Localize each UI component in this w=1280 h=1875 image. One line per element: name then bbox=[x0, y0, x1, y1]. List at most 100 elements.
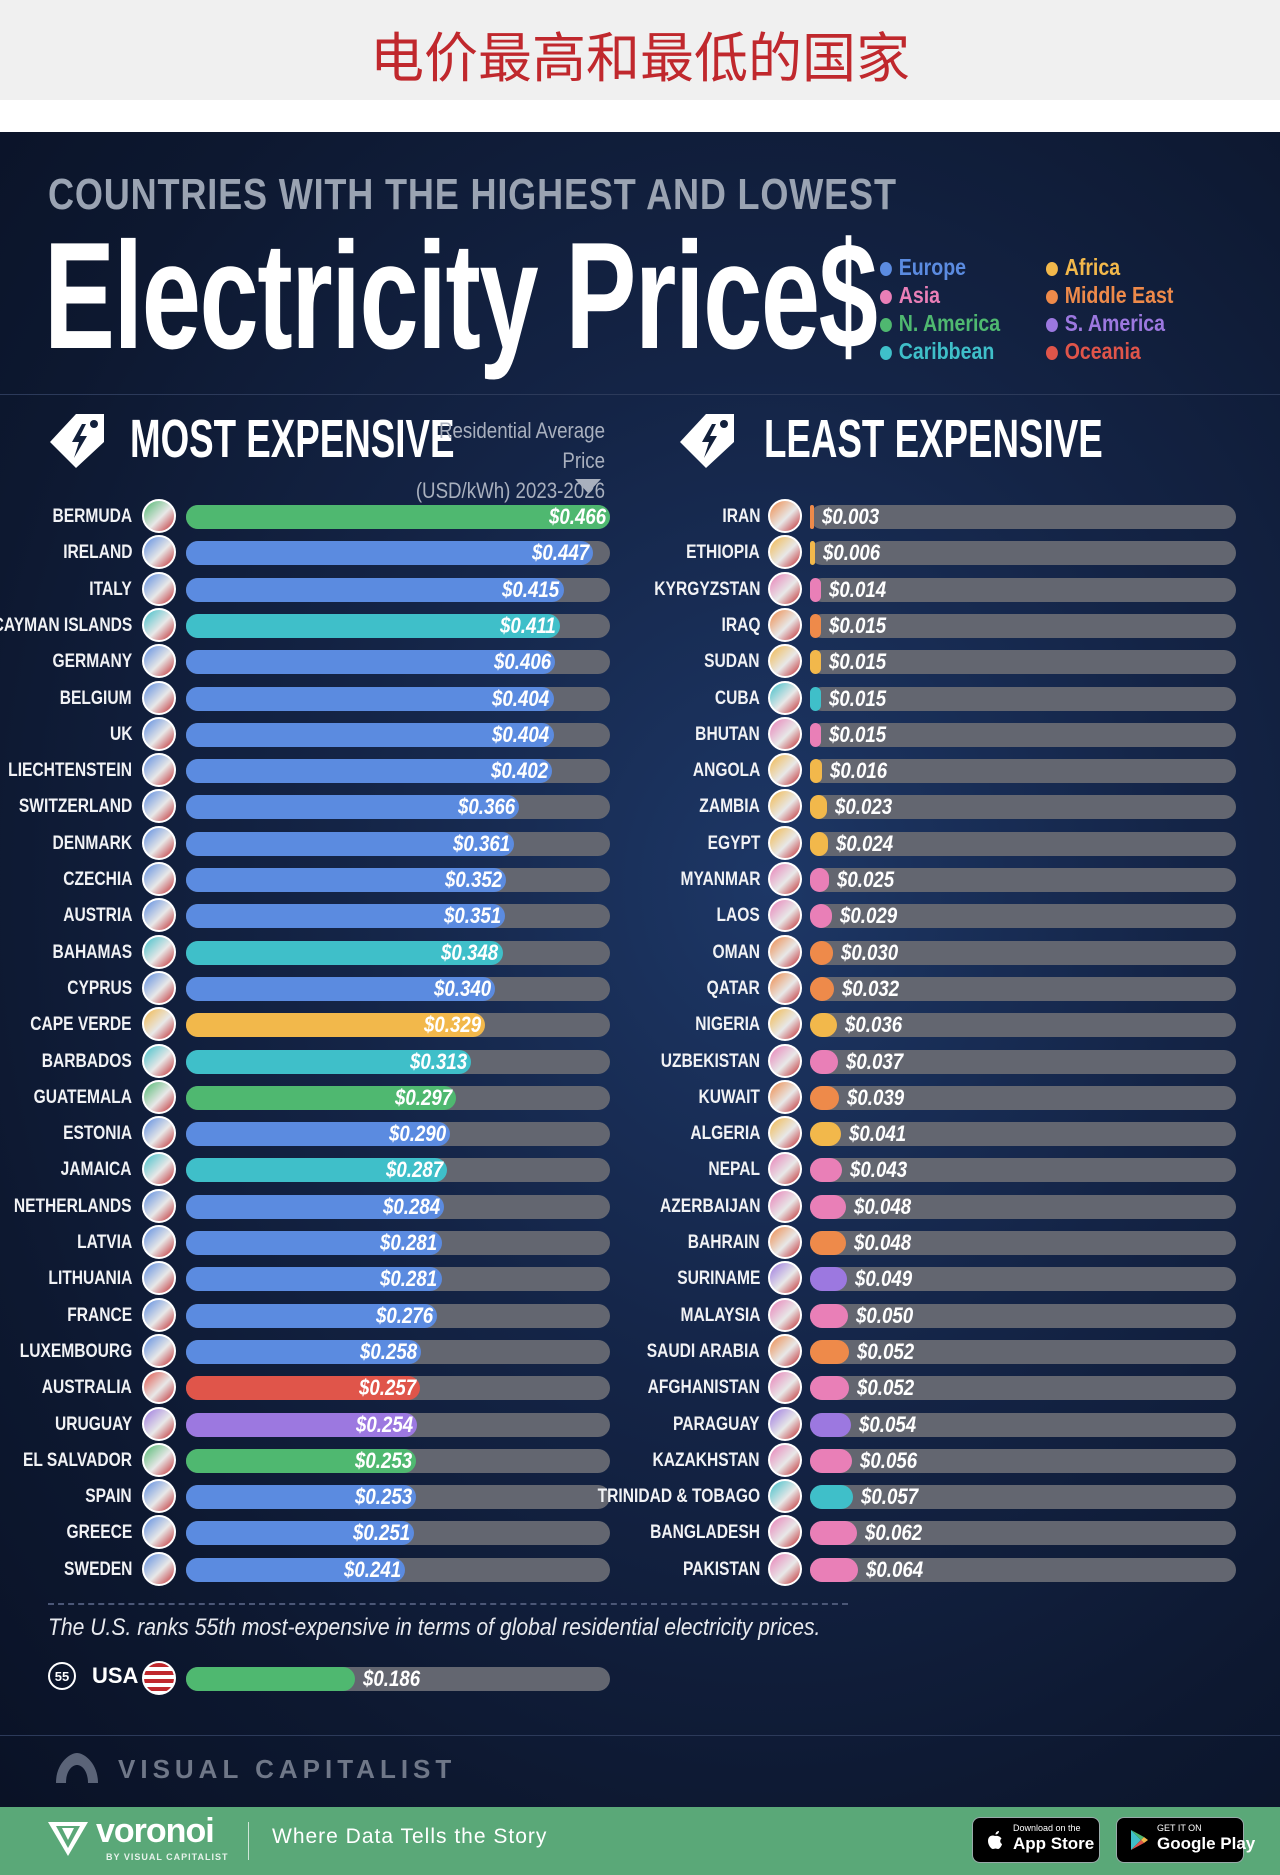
country-label: LITHUANIA bbox=[48, 1268, 132, 1290]
bar bbox=[186, 577, 564, 602]
legend-label: Caribbean bbox=[898, 338, 995, 364]
value-label: $0.015 bbox=[829, 685, 887, 711]
flag-icon bbox=[768, 753, 802, 788]
flag-icon bbox=[768, 644, 802, 679]
country-label: URUGUAY bbox=[54, 1413, 132, 1435]
voronoi-subtitle: BY VISUAL CAPITALIST bbox=[106, 1852, 229, 1862]
bar-row: LATVIA $0.281 bbox=[0, 1225, 1280, 1259]
google-play-icon bbox=[1131, 1830, 1148, 1850]
flag-icon bbox=[768, 1333, 802, 1368]
usa-flag-icon bbox=[142, 1661, 176, 1695]
top-banner: 电价最高和最低的国家 bbox=[0, 0, 1280, 100]
bar-track bbox=[186, 505, 610, 529]
bar-track bbox=[810, 613, 1236, 638]
bar-track bbox=[810, 577, 1236, 602]
flag-icon bbox=[142, 571, 176, 606]
bar-track bbox=[810, 831, 1236, 856]
bar bbox=[186, 1085, 457, 1110]
bar-track bbox=[810, 541, 1236, 566]
country-label: OMAN bbox=[712, 941, 760, 963]
value-label: $0.049 bbox=[854, 1266, 912, 1292]
value-label: $0.052 bbox=[857, 1338, 915, 1364]
legend-item: Africa bbox=[1046, 254, 1120, 281]
bar-row: QATAR $0.032 bbox=[0, 970, 1280, 1005]
flag-icon bbox=[768, 571, 802, 606]
bar bbox=[186, 541, 593, 566]
bar-track bbox=[186, 1013, 610, 1038]
country-label: UZBEKISTAN bbox=[660, 1050, 760, 1072]
country-label: FRANCE bbox=[67, 1304, 132, 1326]
flag-icon bbox=[768, 1370, 802, 1405]
footer-separator bbox=[248, 1822, 249, 1860]
value-label: $0.050 bbox=[855, 1302, 913, 1328]
flag-icon bbox=[768, 1079, 802, 1114]
value-label: $0.276 bbox=[375, 1302, 434, 1328]
flag-icon bbox=[142, 535, 176, 570]
country-label: LATVIA bbox=[76, 1232, 132, 1253]
legend-item: Asia bbox=[880, 282, 940, 309]
country-label: PARAGUAY bbox=[673, 1413, 760, 1435]
country-label: GERMANY bbox=[52, 651, 132, 673]
bar-row: ANGOLA $0.016 bbox=[0, 753, 1280, 788]
value-label: $0.281 bbox=[380, 1266, 438, 1292]
bar bbox=[186, 831, 515, 856]
value-label: $0.048 bbox=[854, 1230, 912, 1255]
flag-icon bbox=[142, 1261, 176, 1296]
bar-track bbox=[810, 505, 1236, 529]
value-label: $0.023 bbox=[835, 794, 893, 820]
flag-icon bbox=[142, 1007, 176, 1042]
bar bbox=[186, 1122, 450, 1147]
value-label: $0.297 bbox=[395, 1084, 453, 1110]
value-label: $0.361 bbox=[453, 830, 511, 856]
flag-icon bbox=[142, 1406, 176, 1441]
country-label: IRAN bbox=[721, 506, 760, 527]
country-label: CAYMAN ISLANDS bbox=[0, 614, 132, 636]
bar-track bbox=[810, 1194, 1236, 1219]
bar bbox=[810, 1085, 840, 1110]
flag-icon bbox=[768, 1116, 802, 1151]
flag-icon bbox=[142, 1043, 176, 1078]
chart-title: Electricity Price$ bbox=[44, 211, 878, 381]
value-label: $0.351 bbox=[444, 903, 502, 929]
value-label: $0.352 bbox=[445, 867, 503, 892]
country-label: SUDAN bbox=[704, 651, 760, 673]
bar bbox=[186, 1013, 486, 1038]
flag-icon bbox=[768, 1007, 802, 1042]
bar-track bbox=[810, 1448, 1236, 1473]
value-label: $0.257 bbox=[358, 1375, 416, 1401]
app-store-button[interactable]: Download on the App Store bbox=[972, 1817, 1100, 1863]
bar-row: FRANCE $0.276 bbox=[0, 1297, 1280, 1332]
flag-icon bbox=[768, 1551, 802, 1586]
country-label: CUBA bbox=[714, 687, 760, 709]
value-label: $0.029 bbox=[839, 903, 897, 929]
flag-icon bbox=[142, 789, 176, 824]
flag-icon bbox=[768, 535, 802, 570]
country-label: ALGERIA bbox=[689, 1123, 760, 1145]
google-play-button[interactable]: GET IT ON Google Play bbox=[1116, 1817, 1255, 1863]
flag-icon bbox=[768, 970, 802, 1005]
legend-item: Oceania bbox=[1046, 338, 1141, 365]
value-label: $0.064 bbox=[866, 1556, 924, 1582]
flag-icon bbox=[768, 1515, 802, 1550]
bar-track bbox=[810, 1049, 1236, 1074]
bar-row: EGYPT $0.024 bbox=[0, 825, 1280, 860]
flag-icon bbox=[142, 1225, 176, 1259]
bar-row: AUSTRIA $0.351 bbox=[0, 898, 1280, 933]
bar-row: NIGERIA $0.036 bbox=[0, 1007, 1280, 1042]
bar-row: LITHUANIA $0.281 bbox=[0, 1261, 1280, 1296]
bar-row: SAUDI ARABIA $0.052 bbox=[0, 1333, 1280, 1368]
bar bbox=[810, 759, 822, 784]
flag-icon bbox=[142, 1152, 176, 1187]
country-label: SAUDI ARABIA bbox=[647, 1340, 760, 1362]
country-label: ITALY bbox=[89, 578, 132, 600]
bar-row: GERMANY $0.406 bbox=[0, 644, 1280, 679]
value-label: $0.024 bbox=[836, 830, 894, 856]
country-label: SPAIN bbox=[85, 1486, 132, 1508]
bar bbox=[810, 541, 815, 566]
flag-icon bbox=[142, 753, 176, 788]
bar-row: GREECE $0.251 bbox=[0, 1515, 1280, 1550]
flag-icon bbox=[768, 1188, 802, 1223]
bar bbox=[186, 1049, 471, 1074]
bar-row: ETHIOPIA $0.006 bbox=[0, 535, 1280, 570]
